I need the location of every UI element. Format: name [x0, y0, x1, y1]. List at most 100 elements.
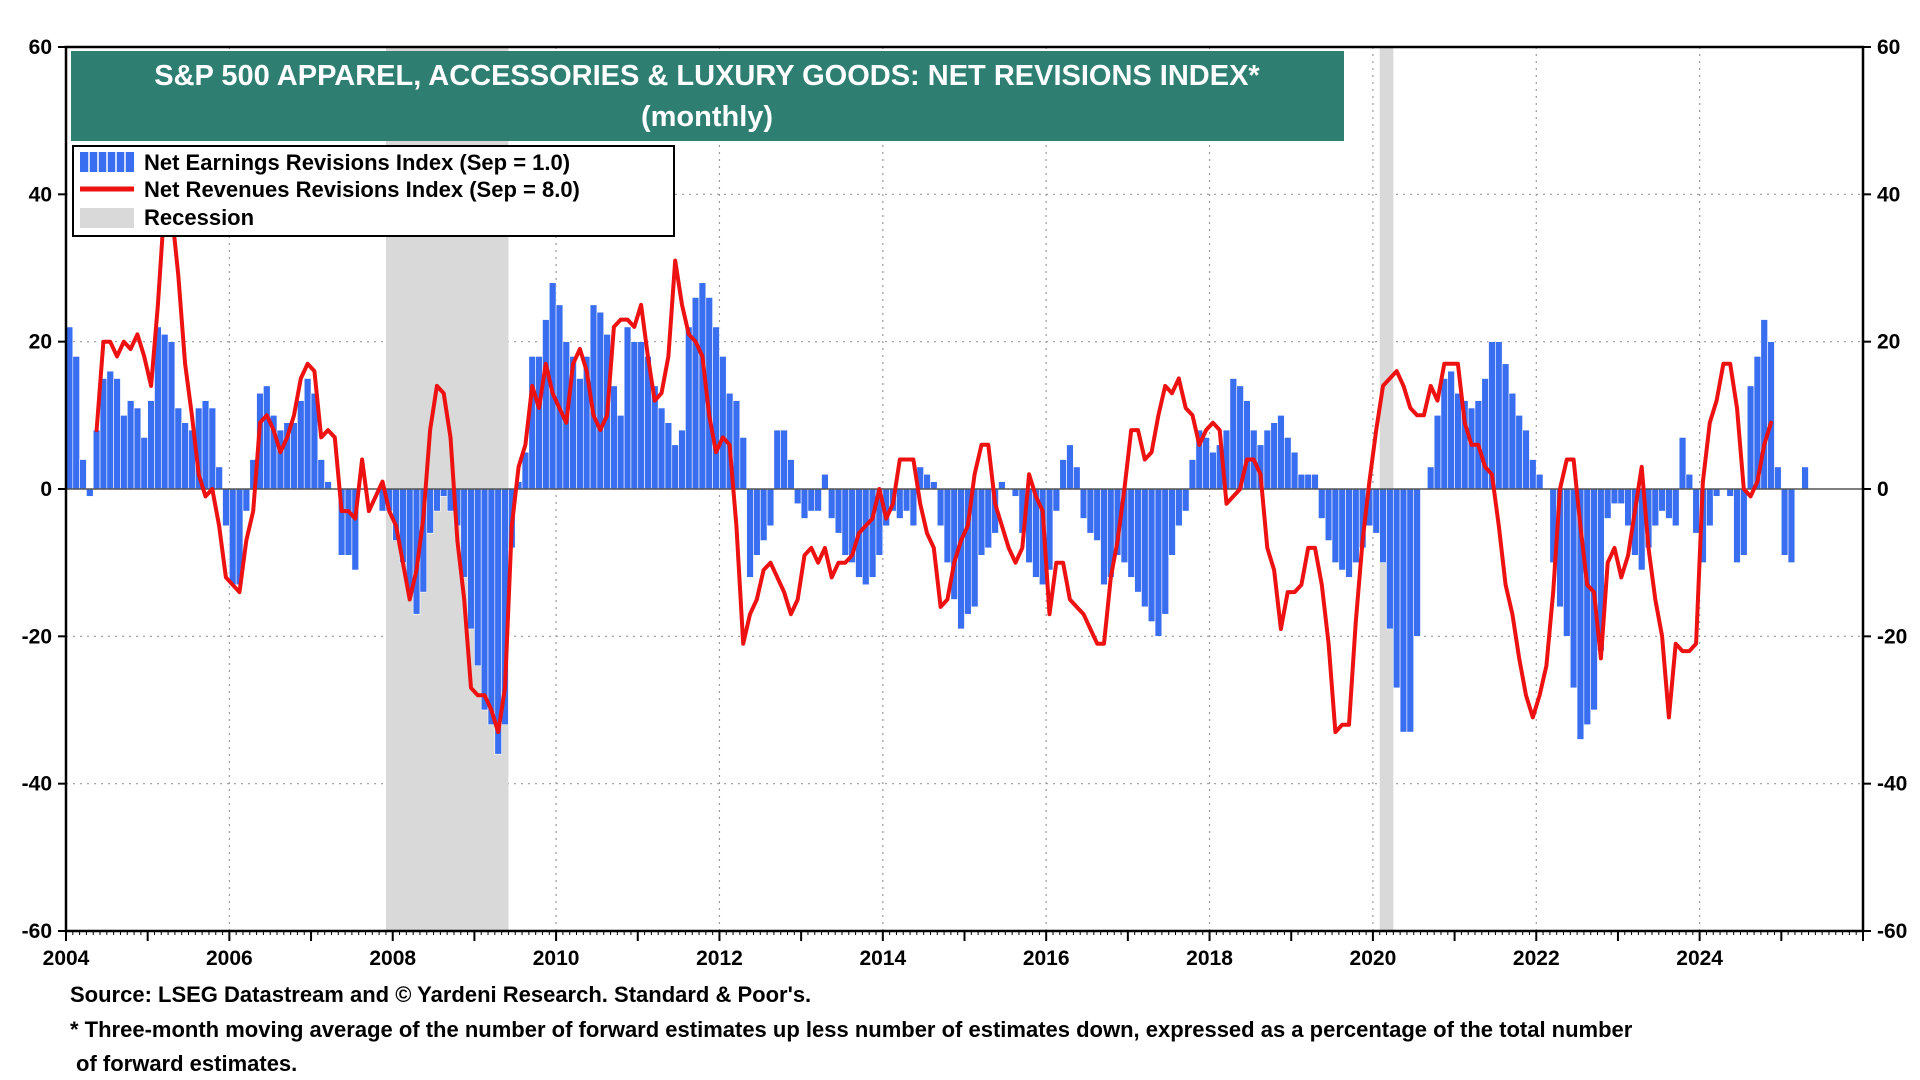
earnings-bar — [1774, 466, 1782, 490]
earnings-bar — [297, 400, 305, 490]
earnings-bar — [344, 488, 353, 556]
earnings-bar — [943, 488, 952, 563]
earnings-bar — [753, 488, 761, 556]
earnings-bar — [140, 437, 148, 490]
earnings-bar — [1569, 488, 1578, 689]
earnings-bar — [1066, 444, 1074, 490]
earnings-bar — [1740, 488, 1748, 556]
earnings-bar — [92, 429, 101, 490]
earnings-bar — [1284, 437, 1292, 490]
earnings-bar — [126, 400, 135, 490]
y-tick-label-right: 60 — [1877, 36, 1900, 59]
y-tick-label-right: 20 — [1877, 331, 1900, 354]
earnings-bar — [596, 311, 605, 490]
earnings-bar — [1188, 459, 1197, 490]
earnings-bar — [1277, 415, 1285, 490]
earnings-bar — [1154, 488, 1163, 637]
earnings-bar — [576, 378, 584, 490]
earnings-bar — [807, 488, 816, 512]
earnings-bar — [147, 400, 155, 490]
legend-label-recession: Recession — [144, 205, 254, 230]
x-tick-label: 2018 — [1186, 947, 1233, 970]
legend: Net Earnings Revisions Index (Sep = 1.0)… — [72, 145, 675, 237]
title-line-2: (monthly) — [641, 101, 773, 133]
earnings-bar — [787, 459, 795, 490]
earnings-bar — [324, 481, 332, 490]
earnings-bar — [72, 356, 80, 490]
earnings-bar — [739, 437, 747, 490]
earnings-bar — [759, 488, 768, 541]
legend-box — [72, 145, 675, 237]
earnings-bar — [1617, 488, 1625, 505]
earnings-bar — [1603, 488, 1612, 519]
earnings-bar — [1392, 488, 1401, 689]
earnings-bar — [630, 341, 639, 490]
x-tick-label: 2024 — [1676, 947, 1723, 970]
earnings-bar — [1079, 488, 1088, 519]
earnings-bar — [1522, 429, 1530, 490]
earnings-bar — [1134, 488, 1142, 593]
earnings-bar — [1011, 488, 1020, 497]
earnings-bar — [902, 488, 911, 512]
earnings-bar — [1406, 488, 1414, 733]
x-tick-label: 2010 — [533, 947, 580, 970]
earnings-bar — [426, 488, 434, 534]
earnings-bar — [1386, 488, 1394, 630]
earnings-bar — [1692, 488, 1700, 534]
earnings-bar — [440, 488, 448, 497]
legend-label-earnings: Net Earnings Revisions Index (Sep = 1.0) — [144, 150, 570, 175]
earnings-bar — [229, 488, 237, 586]
y-tick-label-left: -20 — [22, 625, 52, 648]
footnote-line-2: of forward estimates. — [76, 1051, 298, 1076]
earnings-bar — [1467, 407, 1476, 490]
earnings-bar — [664, 422, 673, 490]
earnings-bar — [780, 429, 788, 490]
y-tick-label-left: 60 — [29, 36, 52, 59]
earnings-bar — [263, 385, 271, 490]
earnings-bar — [1147, 488, 1156, 622]
y-tick-label-right: 0 — [1877, 478, 1889, 501]
title-background — [71, 51, 1344, 141]
earnings-bar — [1263, 429, 1272, 490]
earnings-bar — [1746, 385, 1755, 490]
earnings-bar — [201, 400, 210, 490]
earnings-bar — [1073, 466, 1081, 490]
earnings-bar — [1290, 451, 1299, 490]
y-tick-label-right: -20 — [1877, 625, 1907, 648]
earnings-bar — [1801, 466, 1809, 490]
x-tick-label: 2020 — [1350, 947, 1397, 970]
earnings-bar — [1100, 488, 1108, 586]
earnings-bar — [1515, 415, 1523, 490]
y-tick-label-right: -40 — [1877, 773, 1907, 796]
earnings-bar — [1495, 341, 1503, 490]
earnings-bar — [1440, 378, 1449, 490]
earnings-bar — [1427, 466, 1435, 490]
earnings-bar — [1324, 488, 1333, 541]
earnings-bar — [637, 341, 645, 490]
earnings-bar — [834, 488, 843, 534]
earnings-bar — [1059, 459, 1067, 490]
footnote-line-1: * Three-month moving average of the numb… — [70, 1017, 1633, 1042]
earnings-bar — [1624, 488, 1632, 527]
y-tick-label-left: -60 — [22, 920, 52, 943]
earnings-bar — [290, 422, 298, 490]
earnings-bar — [1678, 437, 1687, 490]
earnings-bar — [113, 378, 121, 490]
earnings-bar — [1304, 473, 1312, 490]
earnings-bar — [1508, 392, 1517, 490]
earnings-bar — [1297, 473, 1306, 490]
earnings-bar — [1168, 488, 1176, 556]
earnings-bar — [1665, 488, 1673, 519]
earnings-bar — [542, 319, 550, 490]
legend-swatch-bars — [80, 152, 134, 172]
earnings-bar — [317, 459, 325, 490]
earnings-bar — [1338, 488, 1346, 571]
earnings-bar — [862, 488, 870, 586]
earnings-bar — [1726, 488, 1734, 497]
earnings-bar — [691, 297, 700, 490]
earnings-bar — [1311, 473, 1319, 490]
earnings-bar — [1563, 488, 1571, 637]
earnings-bar — [79, 459, 87, 490]
earnings-bar — [1093, 488, 1101, 541]
